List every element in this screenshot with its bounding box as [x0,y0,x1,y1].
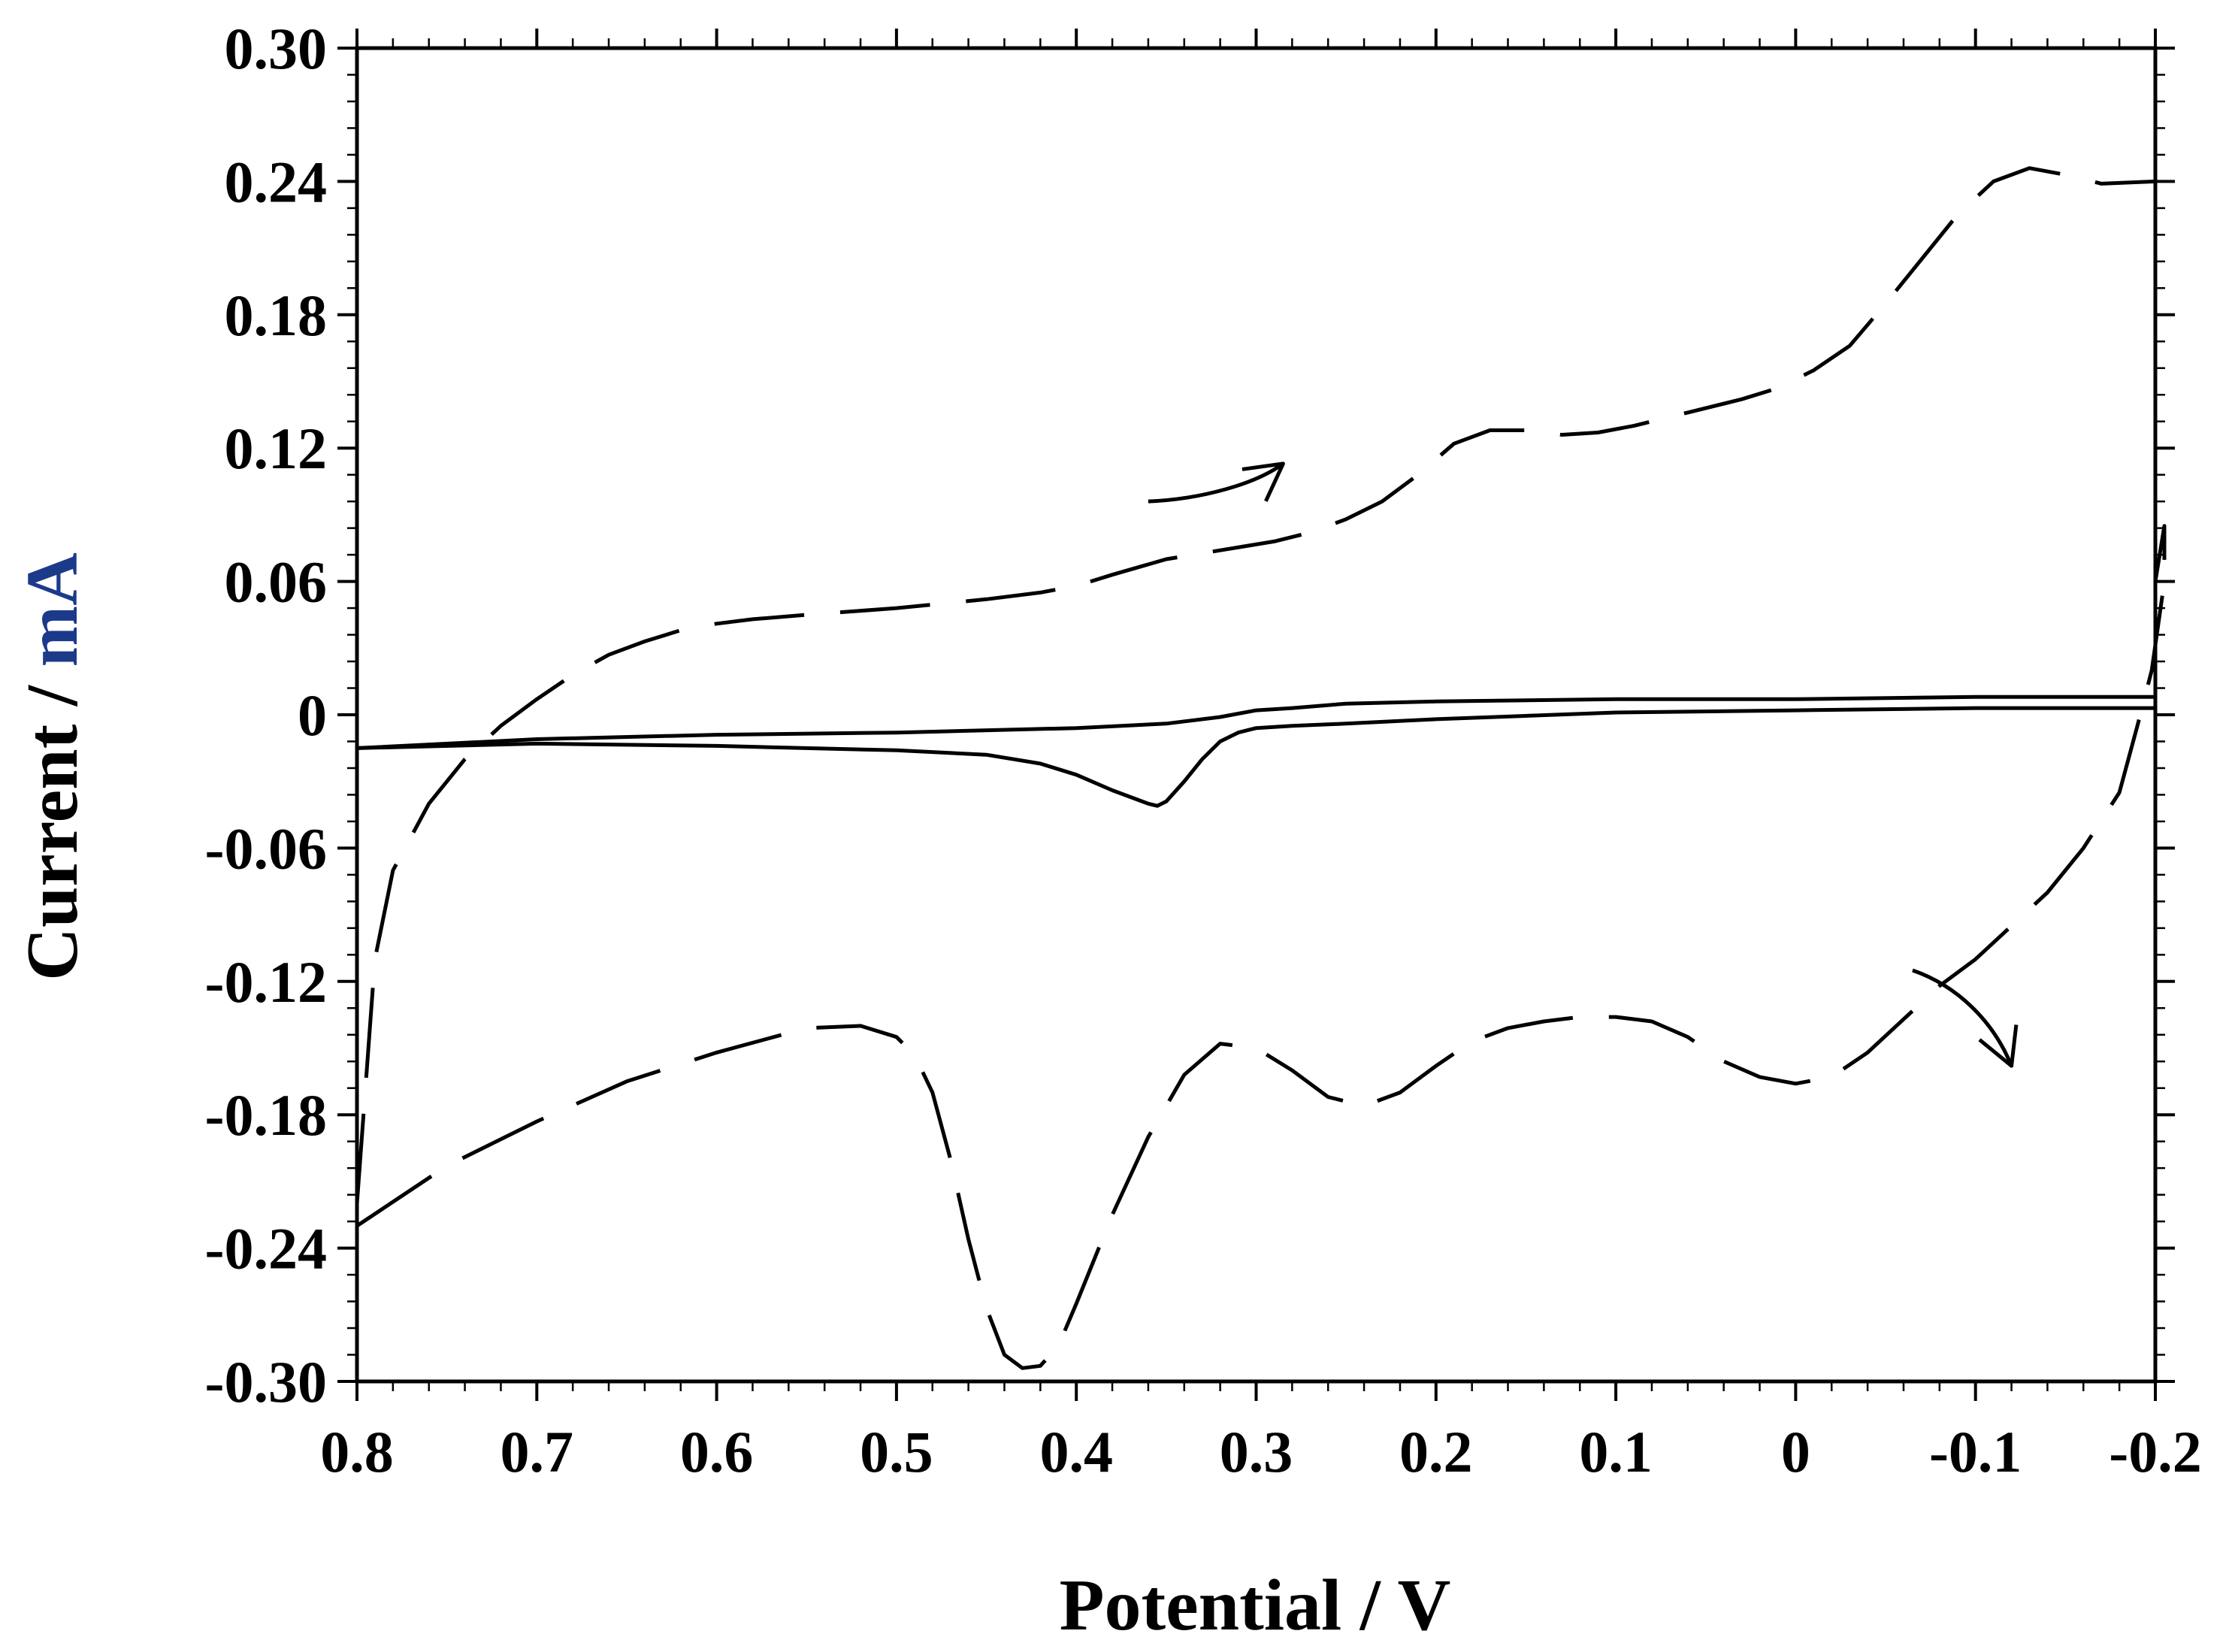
arrow-shaft-1 [1148,461,1284,504]
x-tick-label: 0.1 [1579,1419,1653,1484]
y-tick-label: -0.24 [205,1216,327,1281]
y-axis-title-main: Current / [12,667,93,981]
plot-frame [355,46,2158,1384]
y-tick-label: -0.12 [205,949,327,1015]
arrow-head-1 [1242,461,1285,502]
scan-direction-arrows [1148,461,2019,1068]
x-tick-label: 0.8 [320,1419,394,1484]
y-tick-label: 0.12 [225,416,328,481]
y-tick-label: -0.06 [205,815,327,881]
y-tick-label: -0.30 [205,1349,327,1414]
x-tick-label: 0.4 [1039,1419,1113,1484]
series-line-3-solid [356,706,2155,808]
arrow-shaft-2 [1912,968,2013,1067]
x-tick-label: 0 [1781,1419,1810,1484]
x-tick-label: 0.2 [1399,1419,1473,1484]
y-axis-title: Current / mA [12,552,93,981]
y-tick-label: -0.18 [205,1082,327,1148]
y-tick-label: 0.18 [225,283,328,348]
series-line-4-solid [356,694,2155,750]
x-tick-label: 0.6 [680,1419,754,1484]
x-axis-title: Potential / V [1060,1565,1451,1646]
voltammogram-curves [355,166,2167,1370]
y-tick-label: 0 [298,682,327,748]
x-tick-label: 0.7 [501,1419,574,1484]
x-tick-label: 0.3 [1220,1419,1293,1484]
axes [337,29,2175,1401]
y-tick-label: 0.30 [225,16,328,81]
y-tick-label: 0.06 [225,549,328,615]
arrow-head-2 [1978,1024,2019,1068]
x-tick-label: 0.5 [860,1419,933,1484]
series-line-2-dashed [355,524,2167,1370]
x-tick-label: -0.2 [2109,1419,2201,1484]
y-axis-title-unit: mA [12,552,93,667]
y-tick-label: 0.24 [225,149,328,214]
tick-labels: 0.300.240.180.120.060-0.06-0.12-0.18-0.2… [205,16,2202,1484]
series-line-1-dashed [355,166,2156,1204]
x-tick-label: -0.1 [1929,1419,2022,1484]
